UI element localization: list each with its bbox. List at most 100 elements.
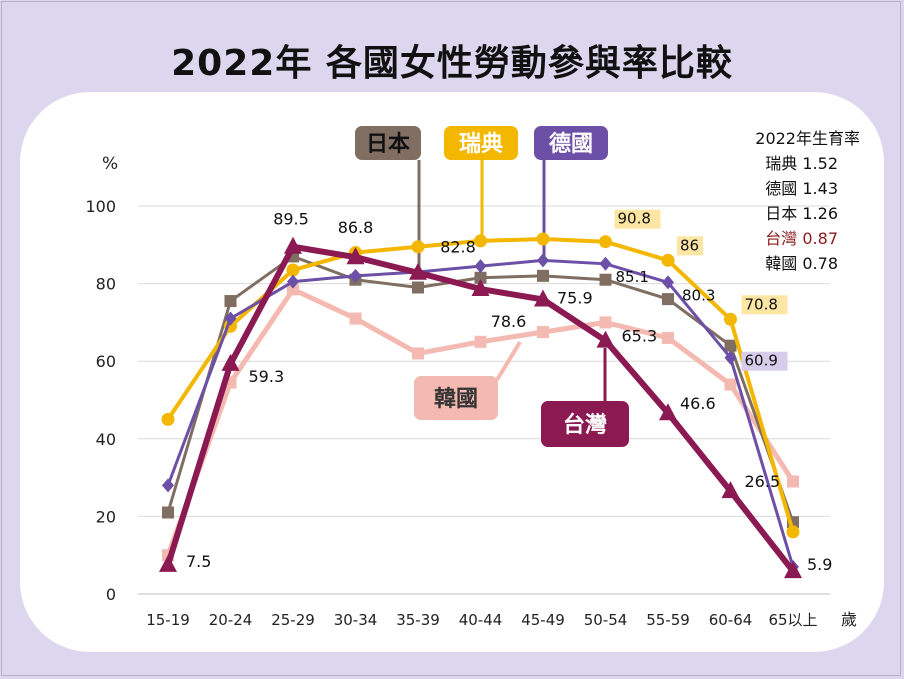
data-point-瑞典-45-49 [536,232,550,246]
data-point-韓國-35-39 [412,347,424,360]
data-point-台灣-55-59 [659,403,677,421]
data-point-德國-15-19 [162,478,174,493]
y-tick-label: 60 [96,352,116,371]
y-axis-label: % [102,154,118,174]
data-label-bg-瑞典-9 [741,295,788,315]
legend-title: 2022年生育率 [755,129,860,148]
data-label-瑞典-9: 70.8 [745,295,778,313]
callout-label-瑞典: 瑞典 [459,132,503,157]
data-point-韓國-45-49 [537,326,549,339]
data-label-台灣-9: 26.5 [745,472,781,491]
data-label-台灣-3: 86.8 [338,218,374,237]
data-label-台灣-6: 75.9 [557,289,593,308]
x-tick-label: 30-34 [334,611,378,629]
x-tick-label: 65以上 [768,611,817,629]
data-point-台灣-20-24 [221,353,240,371]
data-label-bg-瑞典-8 [677,236,703,256]
x-tick-label: 15-19 [146,611,190,629]
data-point-韓國-55-59 [662,331,674,344]
data-point-瑞典-50-54 [599,235,612,249]
legend-row-日本: 日本 1.26 [765,204,838,223]
data-point-瑞典-35-39 [411,240,425,254]
data-point-德國-45-49 [537,253,549,268]
data-point-瑞典-55-59 [661,253,675,267]
data-point-韓國-25-29 [287,283,299,296]
callout-label-日本: 日本 [366,132,410,157]
data-label-台灣-2: 89.5 [273,210,309,229]
data-point-台灣-50-54 [596,330,615,348]
data-label-德國-7: 85.1 [616,268,649,286]
data-point-日本-20-24 [224,295,237,308]
data-labels: 7.5 59.3 89.5 86.8 82.8 78.6 75.9 65.3 46.6 26.5 5… [186,209,832,574]
x-tick-label: 45-49 [521,611,565,629]
chart-title: 2022年 各國女性勞動參與率比較 [171,43,733,84]
data-label-bg-德國-9 [741,351,788,371]
data-point-台灣-35-39 [409,262,427,280]
data-point-台灣-25-29 [284,236,302,254]
data-label-台灣-7: 65.3 [622,327,658,346]
x-axis-label: 歲 [841,610,857,629]
data-point-台灣-60-64 [721,481,740,499]
data-point-韓國-40-44 [474,335,487,348]
x-tick-label: 40-44 [459,611,503,629]
callout-label-台灣: 台灣 [563,412,607,438]
data-point-韓國-65以上 [787,475,799,488]
data-label-台灣-4: 82.8 [440,238,476,257]
data-label-台灣-1: 59.3 [249,367,285,386]
x-tick-label: 20-24 [209,611,253,629]
data-label-台灣-8: 46.6 [680,394,716,413]
data-point-德國-20-24 [224,311,237,326]
data-point-台灣-65以上 [784,561,802,579]
callout-box-日本 [355,126,421,160]
callout-box-台灣 [541,401,629,447]
series-line-韓國 [165,286,796,557]
data-point-瑞典-15-19 [161,412,175,426]
data-point-瑞典-60-64 [724,312,737,326]
x-tick-label: 55-59 [646,611,690,629]
data-point-台灣-45-49 [534,289,552,307]
callout-box-瑞典 [444,126,518,160]
data-point-德國-60-64 [724,350,737,365]
callout-connector-韓國 [495,340,522,382]
data-label-台灣-5: 78.6 [491,312,527,331]
data-point-日本-15-19 [162,506,174,519]
y-tick-label: 80 [96,275,116,294]
y-tick-label: 20 [96,507,116,526]
data-point-日本-45-49 [537,269,549,282]
data-point-德國-50-54 [599,256,612,271]
data-label-德國-9: 60.9 [745,352,778,370]
legend-row-德國: 德國 1.43 [765,179,838,198]
data-label-台灣-10: 5.9 [807,555,832,574]
y-tick-label: 40 [96,430,116,449]
data-point-瑞典-40-44 [474,234,487,248]
data-point-日本-35-39 [412,281,424,294]
data-point-瑞典-65以上 [786,525,800,539]
callout-label-德國: 德國 [549,131,593,157]
data-point-日本-40-44 [474,271,487,284]
legend-row-瑞典: 瑞典 1.52 [765,154,838,173]
data-label-瑞典-8: 86 [680,236,699,254]
data-point-韓國-30-34 [349,312,362,325]
data-point-台灣-30-34 [346,247,365,265]
callout-box-德國 [534,126,608,160]
data-point-德國-55-59 [662,275,674,290]
y-tick-label: 100 [85,197,116,216]
legend-row-韓國: 韓國 0.78 [765,254,838,273]
data-point-德國-30-34 [349,268,362,283]
data-point-韓國-60-64 [724,378,737,391]
data-label-bg-瑞典-7 [614,209,661,229]
data-point-韓國-50-54 [599,316,612,329]
data-point-台灣-40-44 [471,279,490,297]
fertility-legend: 2022年生育率 瑞典 1.52 德國 1.43 日本 1.26 台灣 0.87 韓國 … [755,129,860,273]
data-point-日本-60-64 [724,339,737,352]
x-tick-label: 60-64 [709,611,753,629]
x-tick-label: 25-29 [271,611,315,629]
y-tick-label: 0 [106,585,116,604]
legend-row-台灣: 台灣 0.87 [765,229,838,248]
data-label-台灣-0: 7.5 [186,552,211,571]
data-label-瑞典-7: 90.8 [618,210,651,228]
x-tick-label: 50-54 [584,611,628,629]
data-point-瑞典-25-29 [286,263,300,277]
